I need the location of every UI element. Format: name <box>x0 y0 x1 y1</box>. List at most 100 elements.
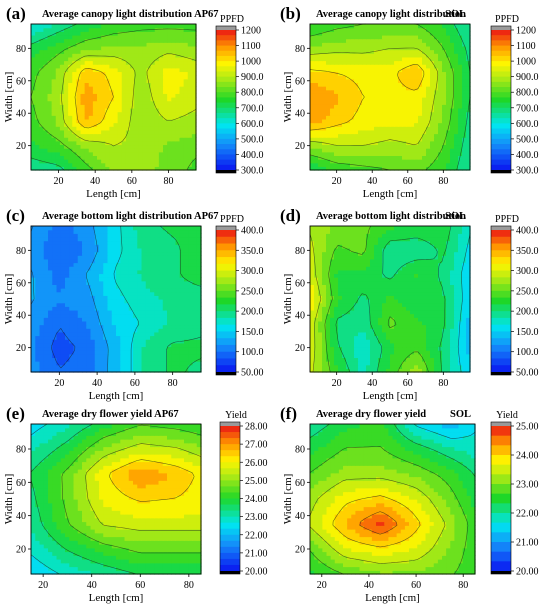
contour-cell <box>322 115 327 120</box>
contour-cell <box>48 361 53 366</box>
contour-cell <box>48 288 53 293</box>
contour-cell <box>134 166 139 171</box>
contour-cell <box>80 100 86 105</box>
contour-cell <box>124 342 130 348</box>
contour-cell <box>39 266 45 271</box>
contour-cell <box>88 97 94 102</box>
colorbar-step <box>216 250 236 258</box>
contour-cell <box>120 328 126 333</box>
contour-cell <box>90 269 96 275</box>
contour-cell <box>179 162 185 167</box>
contour-cell <box>145 251 151 256</box>
contour-cell <box>52 313 58 318</box>
contour-cell <box>146 151 152 156</box>
contour-cell <box>158 144 164 149</box>
contour-cell <box>134 42 139 47</box>
contour-cell <box>43 75 49 80</box>
contour-cell <box>103 335 109 340</box>
contour-cell <box>314 155 319 160</box>
contour-cell <box>51 107 57 113</box>
contour-cell <box>141 309 147 315</box>
contour-cell <box>124 240 130 245</box>
contour-cell <box>60 335 66 340</box>
contour-cell <box>418 162 423 167</box>
colorbar-title: PPFD <box>495 14 519 25</box>
contour-cell <box>43 339 49 344</box>
contour-cell <box>76 111 82 116</box>
contour-cell <box>68 137 73 142</box>
contour-cell <box>43 151 49 156</box>
contour-cell <box>342 151 347 156</box>
contour-cell <box>150 342 155 348</box>
contour-cell <box>322 93 327 98</box>
contour-cell <box>462 24 467 29</box>
contour-cell <box>82 236 87 242</box>
contour-cell <box>162 255 168 260</box>
contour-cell <box>374 104 379 109</box>
y-tick-label: 60 <box>16 76 26 87</box>
contour-cell <box>374 93 379 98</box>
contour-cell <box>117 49 123 54</box>
contour-cell <box>167 38 172 43</box>
contour-cell <box>171 126 176 131</box>
contour-cell <box>92 126 98 131</box>
contour-cell <box>150 67 156 73</box>
contour-cell <box>92 166 98 171</box>
contour-cell <box>378 45 383 51</box>
contour-cell <box>342 89 347 94</box>
contour-cell <box>56 368 62 373</box>
contour-cell <box>125 27 131 32</box>
contour-cell <box>446 64 451 69</box>
colorbar-tick-label: 500.0 <box>516 134 539 145</box>
contour-cell <box>103 339 109 344</box>
contour-cell <box>390 49 395 54</box>
contour-cell <box>179 328 185 333</box>
contour-cell <box>90 339 96 344</box>
contour-cell <box>146 34 152 40</box>
contour-cell <box>184 240 189 245</box>
contour-cell <box>454 49 459 54</box>
contour-cell <box>330 64 335 69</box>
contour-cell <box>105 104 110 109</box>
contour-cell <box>362 155 367 160</box>
contour-cell <box>109 24 115 29</box>
contour-cell <box>154 111 160 116</box>
contour-cell <box>362 31 367 36</box>
colorbar-step <box>216 277 236 285</box>
contour-cell <box>97 42 102 47</box>
contour-cell <box>322 111 327 116</box>
contour-cell <box>56 299 62 304</box>
contour-cell <box>406 133 411 138</box>
contour-cell <box>154 240 160 245</box>
contour-cell <box>154 350 160 355</box>
contour-cell <box>56 291 62 296</box>
contour-cell <box>358 144 363 149</box>
contour-cell <box>171 49 176 54</box>
colorbar-step <box>216 76 236 83</box>
contour-cell <box>314 129 319 135</box>
contour-cell <box>442 86 447 91</box>
contour-cell <box>138 140 143 146</box>
contour-cell <box>109 93 115 98</box>
x-tick-label: 60 <box>127 176 137 187</box>
contour-cell <box>77 251 83 256</box>
panel-title: Average canopy light distribution AP67 <box>42 9 219 20</box>
contour-cell <box>76 144 82 149</box>
contour-cell <box>358 27 363 32</box>
contour-cell <box>31 302 36 307</box>
contour-cell <box>418 89 423 94</box>
contour-cell <box>162 350 168 355</box>
contour-cell <box>90 364 96 369</box>
contour-cell <box>438 86 443 91</box>
contour-cell <box>179 277 185 282</box>
contour-cell <box>406 162 411 167</box>
contour-cell <box>175 357 181 362</box>
contour-cell <box>142 104 148 109</box>
contour-cell <box>184 280 189 285</box>
contour-cell <box>398 111 403 116</box>
contour-cell <box>158 353 164 358</box>
contour-cell <box>458 53 463 58</box>
contour-cell <box>442 126 447 131</box>
colorbar-step <box>491 30 511 36</box>
contour-cell <box>179 27 185 32</box>
